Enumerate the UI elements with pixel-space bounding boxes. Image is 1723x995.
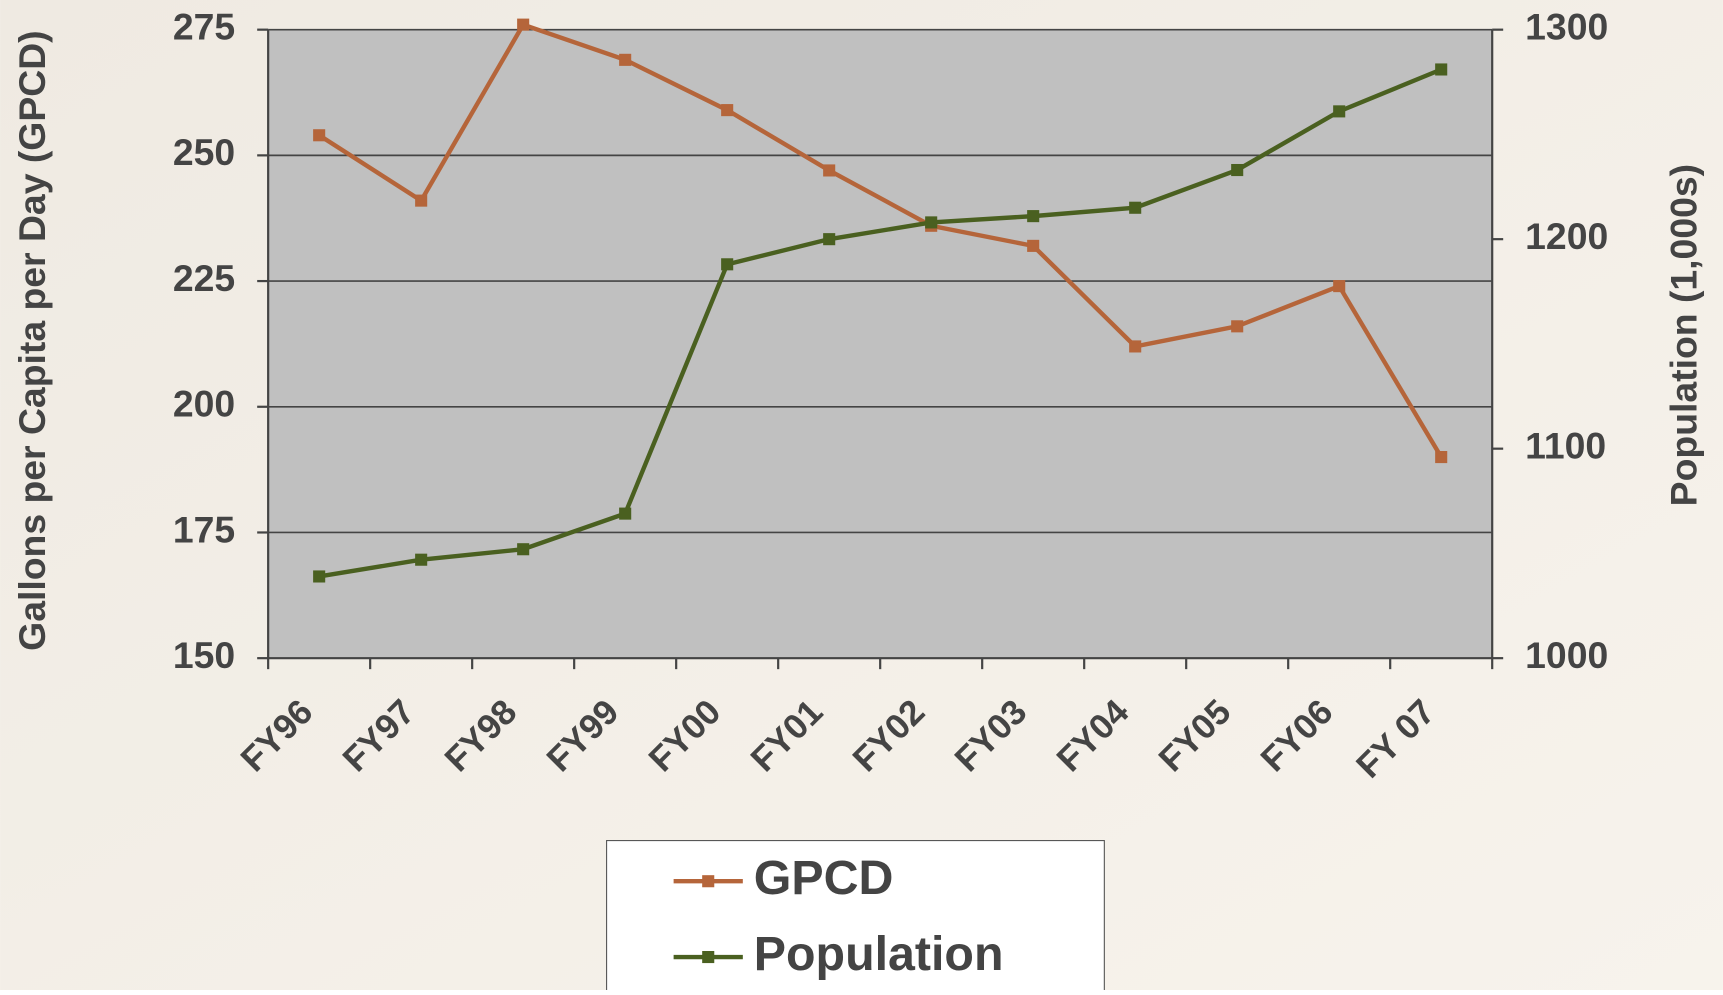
data-point [1333,105,1345,117]
data-point [721,104,733,116]
data-point [1231,320,1243,332]
y2-axis-title: Population (1,000s) [1663,164,1705,506]
data-point [517,543,529,555]
data-point [925,216,937,228]
data-point [823,164,835,176]
data-point [517,19,529,31]
y-axis-title: Gallons per Capita per Day (GPCD) [11,30,53,650]
page: {"chart_data": {"type": "line", "y_label… [0,0,1723,990]
data-point [823,233,835,245]
legend-label: GPCD [754,851,894,905]
y2-tick-label: 1100 [1525,425,1606,467]
data-point [313,570,325,582]
data-point [1333,280,1345,292]
data-point [1129,340,1141,352]
data-point [1435,63,1447,75]
y-tick-label: 175 [173,508,235,550]
data-point [721,258,733,270]
data-point [415,554,427,566]
y-tick-label: 150 [173,634,235,676]
y2-tick-label: 1200 [1525,215,1608,257]
legend-label: Population [754,927,1004,981]
data-point [1231,164,1243,176]
y2-tick-label: 1300 [1525,6,1608,48]
chart: Gallons per Capita per Day (GPCD) Popula… [0,0,1723,990]
data-point [415,195,427,207]
y-tick-label: 250 [173,131,235,173]
y2-tick-label: 1000 [1525,634,1608,676]
data-point [1435,451,1447,463]
data-point [619,508,631,520]
legend-marker [702,875,714,887]
data-point [313,129,325,141]
data-point [1027,240,1039,252]
data-point [619,54,631,66]
plot-area [268,30,1492,659]
legend-marker [702,951,714,963]
data-point [1129,202,1141,214]
y-tick-label: 275 [173,6,235,48]
data-point [1027,210,1039,222]
y-tick-label: 225 [173,257,235,299]
y-tick-label: 200 [173,383,235,425]
